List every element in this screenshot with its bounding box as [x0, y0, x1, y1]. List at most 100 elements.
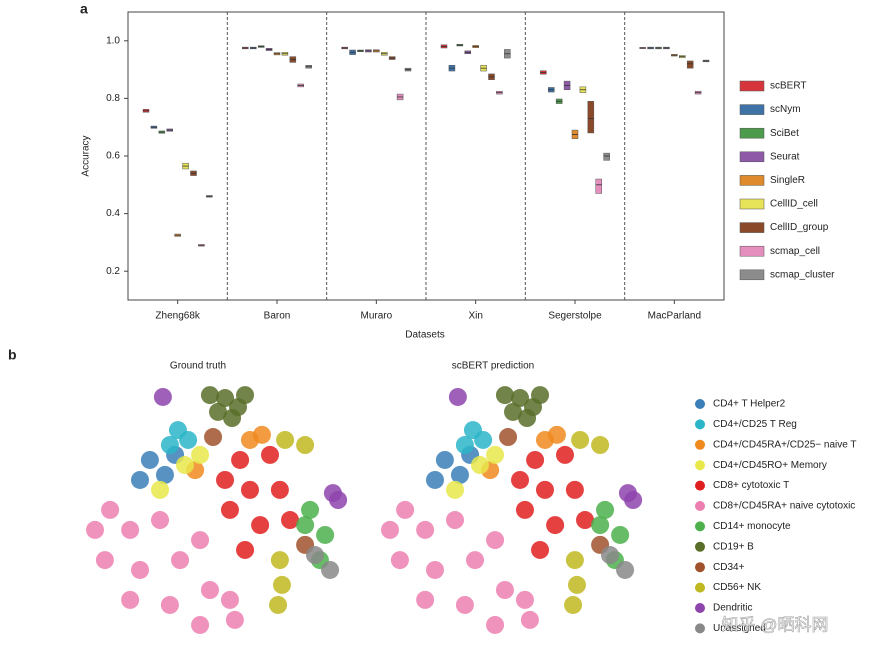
point	[175, 456, 194, 475]
legend-swatch	[695, 521, 705, 532]
legend-swatch	[695, 562, 705, 573]
embedding	[381, 386, 643, 634]
point	[396, 500, 415, 519]
legend-swatch	[695, 480, 705, 491]
point	[571, 430, 590, 449]
point	[140, 450, 159, 469]
point	[518, 409, 537, 428]
point	[200, 580, 219, 599]
point	[220, 500, 239, 519]
legend-label: CD4+/CD45RA+/CD25− naive T	[713, 439, 857, 450]
point	[240, 430, 259, 449]
y-tick-label: 0.6	[106, 151, 120, 162]
point	[511, 389, 530, 408]
point	[216, 470, 235, 489]
point	[321, 560, 340, 579]
point	[576, 511, 595, 530]
point	[624, 491, 643, 510]
point	[276, 430, 295, 449]
x-tick-label: MacParland	[648, 311, 701, 322]
legend-swatch	[695, 439, 705, 450]
legend-label: SingleR	[770, 175, 805, 186]
point	[301, 500, 320, 519]
point	[200, 386, 219, 405]
legend-label: scmap_cluster	[770, 269, 835, 280]
legend-label: CD19+ B	[713, 541, 754, 552]
legend-label: CD56+ NK	[713, 582, 761, 593]
point	[535, 430, 554, 449]
legend-label: scmap_cell	[770, 246, 820, 257]
point	[381, 520, 400, 539]
point	[591, 436, 610, 455]
legend-swatch	[739, 80, 765, 92]
x-tick-label: Baron	[264, 311, 291, 322]
point	[531, 540, 550, 559]
point	[225, 610, 244, 629]
legend-label: CD8+ cytotoxic T	[713, 480, 789, 491]
legend-swatch	[739, 198, 765, 210]
point	[564, 595, 583, 614]
panel-title: Ground truth	[170, 361, 226, 372]
y-tick-label: 1.0	[106, 35, 120, 46]
point	[191, 615, 210, 634]
y-tick-label: 0.4	[106, 208, 120, 219]
legend-label: CD4+ T Helper2	[713, 399, 786, 410]
point	[455, 595, 474, 614]
x-tick-label: Xin	[468, 311, 482, 322]
point	[611, 525, 630, 544]
point	[261, 445, 279, 464]
point	[270, 480, 289, 499]
y-tick-label: 0.2	[106, 266, 120, 277]
legend-swatch	[695, 399, 705, 409]
point	[220, 590, 239, 609]
legend-label: CD14+ monocyte	[713, 521, 791, 532]
point	[209, 402, 227, 421]
point	[486, 615, 505, 634]
point	[426, 560, 444, 579]
x-tick-label: Muraro	[360, 311, 392, 322]
legend-label: CellID_cell	[770, 199, 818, 210]
point	[240, 480, 259, 499]
point	[131, 470, 149, 489]
point	[535, 480, 554, 499]
point	[531, 386, 550, 405]
point	[515, 500, 534, 519]
point	[86, 520, 105, 539]
point	[565, 551, 584, 570]
legend-label: SciBet	[770, 128, 799, 139]
point	[231, 450, 250, 469]
legend-label: CD4+/CD45RO+ Memory	[713, 460, 827, 471]
legend-label: CellID_group	[770, 222, 829, 233]
point	[596, 500, 615, 519]
point	[565, 480, 584, 499]
legend-swatch	[695, 541, 705, 552]
point	[448, 387, 467, 406]
legend-swatch	[695, 623, 705, 634]
legend-label: CD34+	[713, 562, 745, 573]
point	[504, 402, 522, 421]
point	[155, 465, 174, 484]
point	[305, 546, 324, 565]
point	[329, 491, 348, 510]
point	[296, 516, 315, 535]
y-axis-label: Accuracy	[81, 135, 92, 176]
point	[495, 386, 514, 405]
legend-swatch	[739, 175, 765, 186]
point	[450, 465, 469, 484]
point	[171, 551, 190, 570]
box	[603, 152, 610, 161]
point	[236, 540, 255, 559]
legend-swatch	[695, 419, 705, 430]
panel-label: a	[80, 1, 88, 17]
point	[160, 595, 179, 614]
point	[474, 430, 493, 449]
point	[204, 428, 223, 447]
point	[251, 516, 270, 535]
point	[591, 516, 610, 535]
point	[600, 546, 619, 565]
point	[95, 551, 114, 570]
point	[160, 436, 179, 455]
point	[223, 409, 242, 428]
point	[526, 450, 545, 469]
